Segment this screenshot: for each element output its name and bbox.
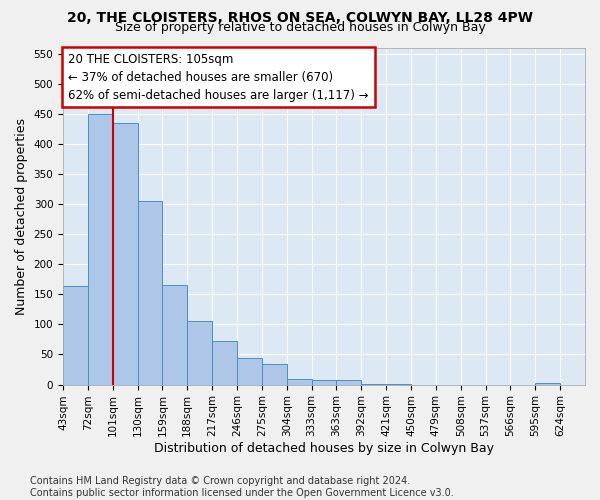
Bar: [187, 322, 212, 384]
Bar: [262, 364, 287, 384]
Bar: [63, 286, 88, 384]
Bar: [237, 358, 262, 384]
Text: Contains HM Land Registry data © Crown copyright and database right 2024.
Contai: Contains HM Land Registry data © Crown c…: [30, 476, 454, 498]
Bar: [212, 340, 237, 384]
Bar: [311, 380, 337, 384]
Text: Size of property relative to detached houses in Colwyn Bay: Size of property relative to detached ho…: [115, 22, 485, 35]
Bar: [137, 201, 163, 384]
Text: 20, THE CLOISTERS, RHOS ON SEA, COLWYN BAY, LL28 4PW: 20, THE CLOISTERS, RHOS ON SEA, COLWYN B…: [67, 11, 533, 25]
Bar: [163, 286, 187, 384]
Bar: [113, 122, 137, 384]
X-axis label: Distribution of detached houses by size in Colwyn Bay: Distribution of detached houses by size …: [154, 442, 494, 455]
Y-axis label: Number of detached properties: Number of detached properties: [15, 118, 28, 314]
Bar: [88, 114, 113, 384]
Text: 20 THE CLOISTERS: 105sqm
← 37% of detached houses are smaller (670)
62% of semi-: 20 THE CLOISTERS: 105sqm ← 37% of detach…: [68, 52, 369, 102]
Bar: [337, 380, 361, 384]
Bar: [287, 379, 311, 384]
